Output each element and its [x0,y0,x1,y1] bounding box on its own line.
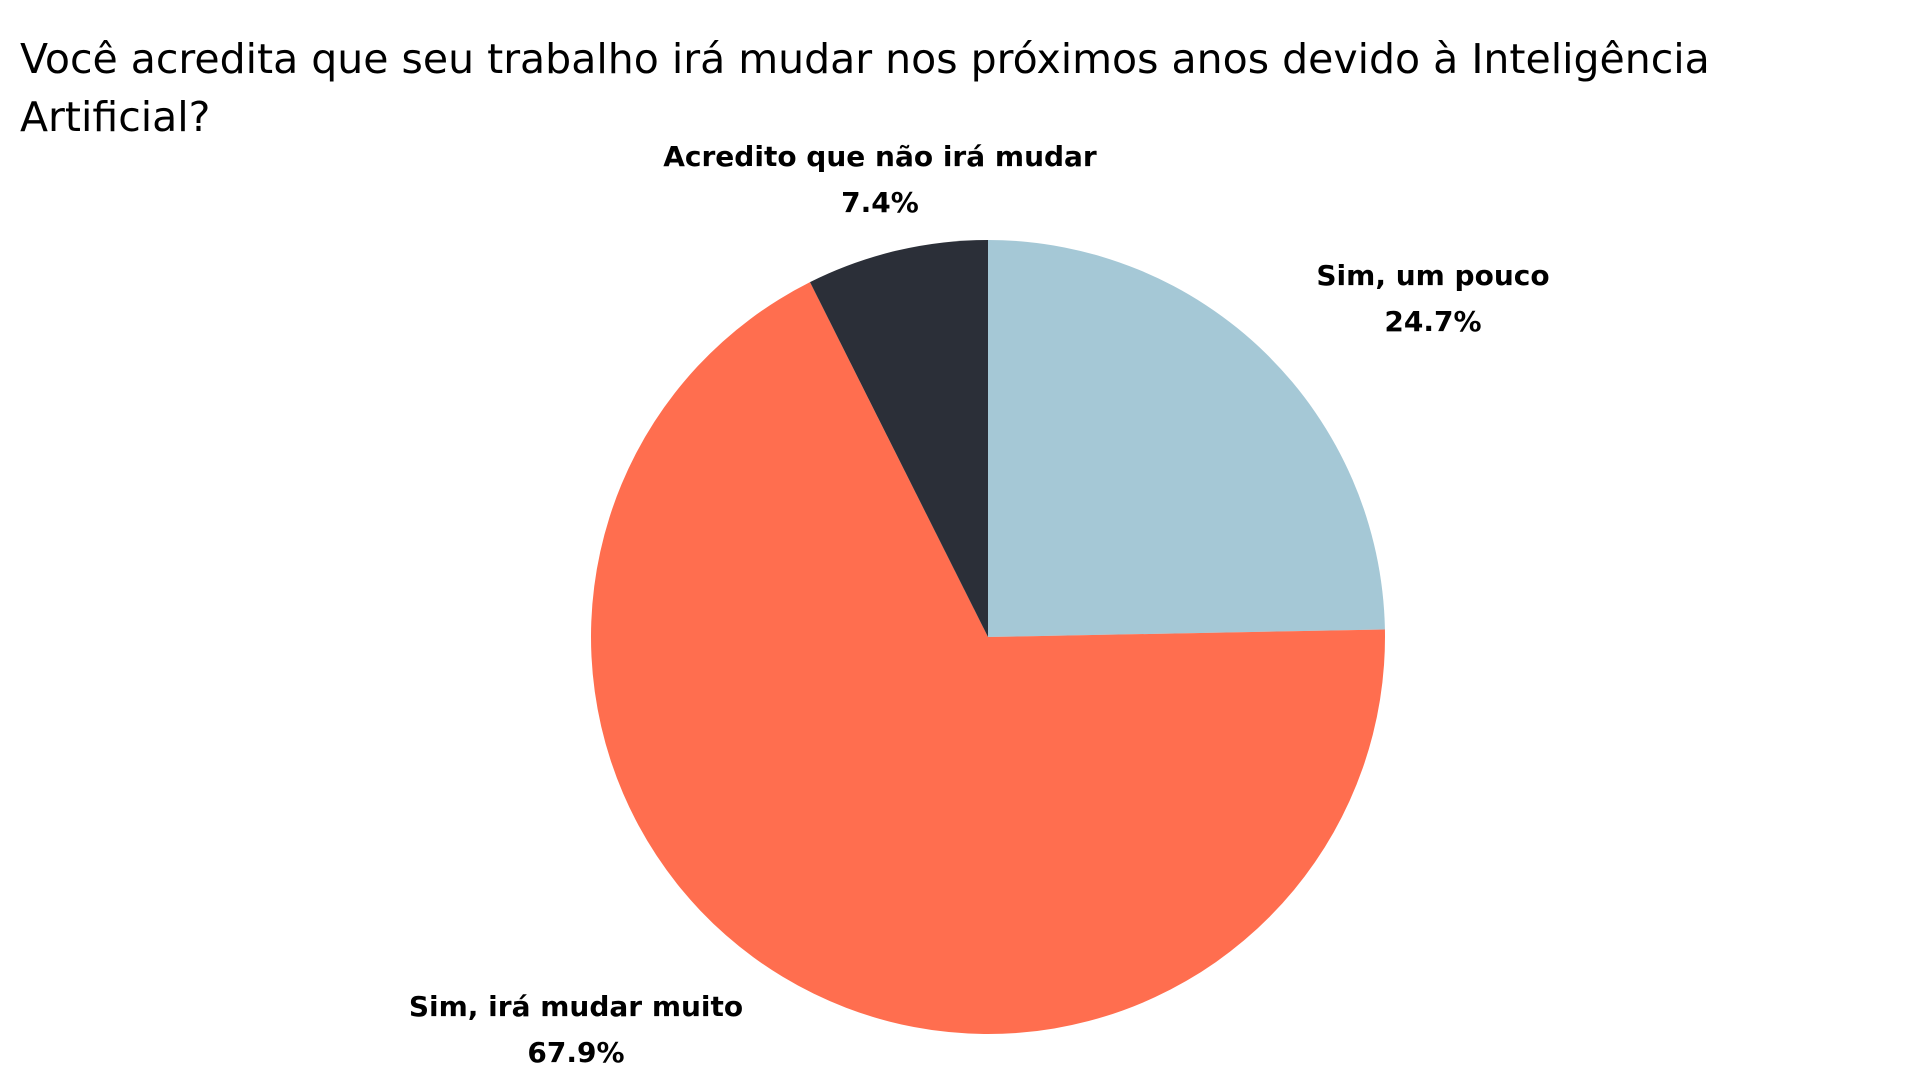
pie-slice-2 [590,282,1385,1034]
slice-label-1: Sim, um pouco [1316,259,1549,292]
slice-value-label-1: 24.7% [1384,305,1481,338]
pie-slice-3 [809,240,988,637]
slice-value-label-2: 67.9% [527,1036,624,1069]
pie-slices [590,240,1385,1034]
chart-title: Você acredita que seu trabalho irá mudar… [20,35,1710,141]
slice-label-2: Sim, irá mudar muito [409,990,743,1023]
slice-label-3: Acredito que não irá mudar [663,140,1097,173]
slice-value-label-3: 7.4% [841,186,919,219]
pie-slice-1 [988,240,1385,637]
pie-labels: Sim, um pouco 24.7% Sim, irá mudar muito 67… [409,140,1550,1069]
